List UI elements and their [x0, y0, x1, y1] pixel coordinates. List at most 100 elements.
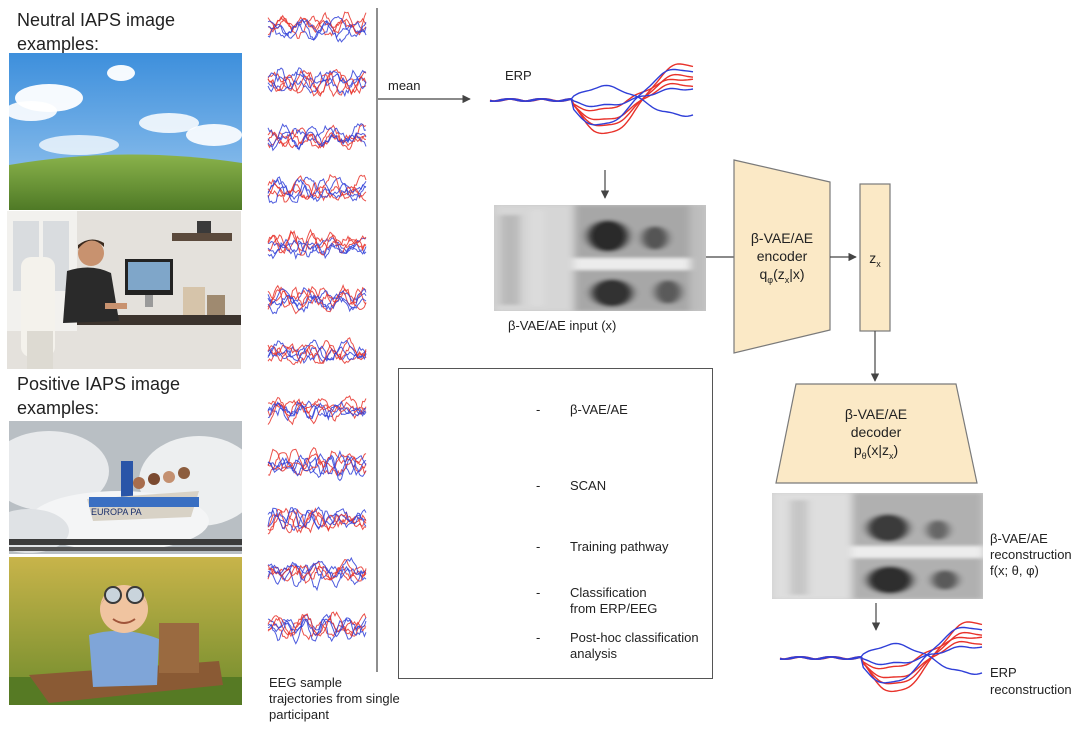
legend-dash-3: - — [536, 539, 541, 554]
encoder-shape — [733, 159, 831, 354]
neutral-images-title: Neutral IAPS image examples: — [17, 10, 176, 54]
eeg-trace-line — [267, 231, 367, 256]
legend-label-posthoc: Post-hoc classification analysis — [570, 630, 699, 661]
sky-meadow-photo — [9, 53, 242, 210]
baby-pilot-photo — [9, 557, 242, 705]
legend-label-training: Training pathway — [570, 539, 669, 554]
erp-traces — [489, 63, 694, 135]
eeg-trace-line — [267, 18, 367, 41]
input-label: β-VAE/AE input (x) — [508, 318, 617, 333]
eeg-trace-line — [267, 131, 367, 152]
eeg-trace-line — [267, 237, 367, 253]
eeg-trace-line — [267, 400, 367, 426]
encoder-label-line2: encoder — [756, 248, 808, 264]
eeg-trace-line — [267, 15, 367, 33]
eeg-trace-line — [267, 241, 367, 260]
decoder-label-line2: decoder — [850, 424, 902, 440]
eeg-trace-line — [267, 454, 367, 477]
eeg-trace-line — [267, 345, 367, 361]
eeg-trace-line — [267, 67, 367, 93]
eeg-trace-line — [267, 123, 367, 151]
recon-heatmap — [772, 493, 983, 599]
decoder-label: β-VAE/AE decoder pθ(x|zx) — [786, 405, 966, 465]
erp-recon-label: ERP reconstruction — [990, 665, 1072, 697]
legend-label-scan: SCAN — [570, 478, 607, 493]
eeg-trace-group — [267, 122, 367, 152]
encoder-label-formula: qφ(zx|x) — [759, 266, 805, 285]
eeg-trace-group — [267, 556, 367, 592]
eeg-trace-line — [267, 123, 367, 150]
erp-trace-line — [490, 68, 694, 126]
man-at-computer-photo — [7, 211, 241, 369]
eeg-traces — [267, 11, 367, 645]
eeg-trace-group — [267, 506, 367, 535]
eeg-trace-line — [267, 447, 367, 470]
eeg-trace-line — [267, 621, 367, 641]
eeg-trace-line — [267, 184, 367, 204]
legend-label-vae: β-VAE/AE — [570, 402, 628, 417]
eeg-trace-line — [267, 611, 367, 638]
eeg-trace-group — [267, 11, 367, 43]
water-ride-photo: EUROPA PA — [9, 421, 242, 554]
eeg-trace-line — [267, 562, 367, 582]
eeg-trace-line — [267, 556, 367, 581]
eeg-trace-group — [267, 395, 367, 426]
recon-label: β-VAE/AE reconstruction f(x; θ, φ) — [990, 531, 1072, 578]
eeg-trace-line — [267, 284, 367, 310]
eeg-trace-line — [267, 617, 367, 638]
positive-images-title: Positive IAPS image examples: — [17, 374, 181, 418]
eeg-trace-line — [267, 618, 367, 645]
eeg-trace-line — [267, 19, 367, 43]
eeg-trace-line — [267, 614, 367, 636]
decoder-label-formula: pθ(x|zx) — [853, 442, 899, 461]
eeg-trace-line — [267, 294, 367, 315]
eeg-trace-line — [267, 76, 367, 98]
legend-dash-5: - — [536, 630, 541, 645]
ride-sign-text: EUROPA PA — [91, 507, 142, 517]
eeg-trace-line — [267, 287, 367, 307]
eeg-trace-line — [267, 613, 367, 633]
eeg-trace-line — [267, 185, 367, 202]
eeg-trace-line — [267, 128, 367, 148]
mean-label: mean — [388, 78, 421, 93]
eeg-trace-line — [267, 506, 367, 529]
latent-label: zx — [869, 250, 881, 269]
erp-trace-line — [489, 87, 694, 108]
legend-dash-4: - — [536, 585, 541, 600]
legend-label-classification: Classification from ERP/EEG — [570, 585, 658, 616]
eeg-trace-line — [267, 238, 367, 260]
eeg-caption: EEG sample trajectories from single part… — [269, 675, 400, 722]
eeg-trace-group — [267, 228, 367, 260]
eeg-trace-group — [267, 283, 367, 315]
legend-dash-2: - — [536, 478, 541, 493]
decoder-shape — [775, 383, 978, 484]
legend-box — [398, 368, 713, 679]
encoder-label: β-VAE/AE encoder qφ(zx|x) — [734, 229, 830, 289]
erp-label: ERP — [505, 68, 532, 83]
eeg-trace-line — [267, 228, 367, 253]
eeg-trace-line — [267, 339, 367, 362]
decoder-label-line1: β-VAE/AE — [844, 406, 908, 422]
eeg-trace-line — [267, 400, 367, 418]
eeg-trace-line — [267, 507, 367, 534]
eeg-trace-group — [267, 67, 367, 98]
latent-shape — [859, 183, 891, 332]
eeg-trace-line — [267, 69, 367, 87]
eeg-trace-line — [267, 11, 367, 35]
eeg-trace-group — [267, 447, 367, 482]
eeg-trace-line — [267, 74, 367, 98]
eeg-trace-group — [267, 173, 367, 204]
erp-trace-line — [780, 626, 983, 684]
input-heatmap — [494, 205, 706, 311]
eeg-trace-group — [267, 337, 367, 366]
erp-recon-traces — [779, 621, 983, 693]
eeg-trace-line — [267, 15, 367, 38]
encoder-label-line1: β-VAE/AE — [750, 230, 814, 246]
erp-trace-line — [779, 645, 983, 666]
eeg-trace-line — [267, 456, 367, 477]
legend-dash-1: - — [536, 402, 541, 417]
eeg-trace-group — [267, 611, 367, 645]
eeg-trace-line — [267, 396, 367, 417]
